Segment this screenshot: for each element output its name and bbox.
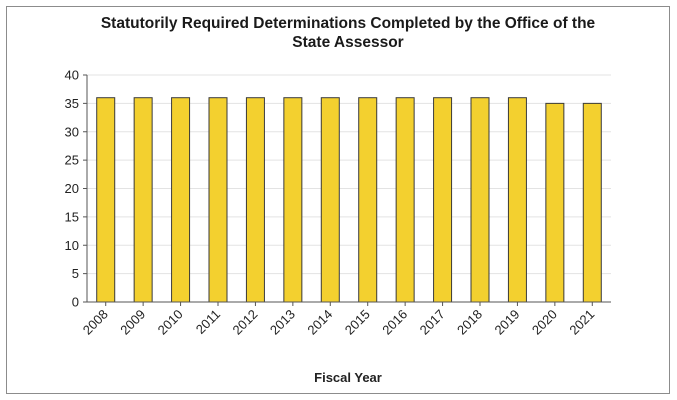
bar-2017 [433, 97, 453, 303]
x-tick-label: 2021 [566, 307, 597, 338]
bars [96, 97, 602, 303]
y-tick-label: 0 [72, 295, 79, 310]
x-tick-label: 2008 [80, 307, 111, 338]
bar-2010 [171, 97, 191, 303]
bar-2012 [245, 97, 265, 303]
bar-2013 [283, 97, 303, 303]
bar-2008 [96, 97, 116, 303]
y-tick-label: 5 [72, 266, 79, 281]
chart-title-line-1: Statutorily Required Determinations Comp… [101, 15, 596, 32]
chart-title-line-2: State Assessor [292, 34, 403, 51]
bar-2009 [133, 97, 153, 303]
bar-2018 [470, 97, 490, 303]
y-tick-label: 30 [65, 124, 79, 139]
y-tick-label: 35 [65, 96, 79, 111]
bar-2014 [320, 97, 340, 303]
bar-2011 [208, 97, 228, 303]
x-tick-labels: 2008 2009 2010 2011 2012 2013 2014 2015 2016 2017… [80, 307, 598, 338]
y-tick-label: 10 [65, 238, 79, 253]
y-tick-label: 15 [65, 209, 79, 224]
x-tick-label: 2009 [117, 307, 148, 338]
bar-2020 [545, 102, 565, 303]
x-axis-label: Fiscal Year [314, 370, 382, 385]
bar-2015 [358, 97, 378, 303]
x-tick-label: 2010 [155, 307, 186, 338]
bar-2021 [582, 102, 602, 303]
x-tick-label: 2018 [454, 307, 485, 338]
axes [83, 74, 611, 306]
bar-2019 [507, 97, 527, 303]
x-tick-label: 2015 [342, 307, 373, 338]
gridlines [87, 74, 611, 275]
x-tick-label: 2016 [379, 307, 410, 338]
bar-2016 [395, 97, 415, 303]
x-tick-label: 2012 [229, 307, 260, 338]
x-tick-label: 2013 [267, 307, 298, 338]
x-tick-label: 2014 [304, 307, 335, 338]
x-tick-label: 2011 [193, 307, 223, 337]
y-tick-labels: 0 5 10 15 20 25 30 35 40 [65, 68, 79, 310]
y-tick-label: 20 [65, 181, 79, 196]
y-tick-label: 40 [65, 68, 79, 83]
x-tick-label: 2019 [491, 307, 522, 338]
x-tick-label: 2017 [417, 307, 448, 338]
y-tick-label: 25 [65, 153, 79, 168]
x-tick-label: 2020 [529, 307, 560, 338]
